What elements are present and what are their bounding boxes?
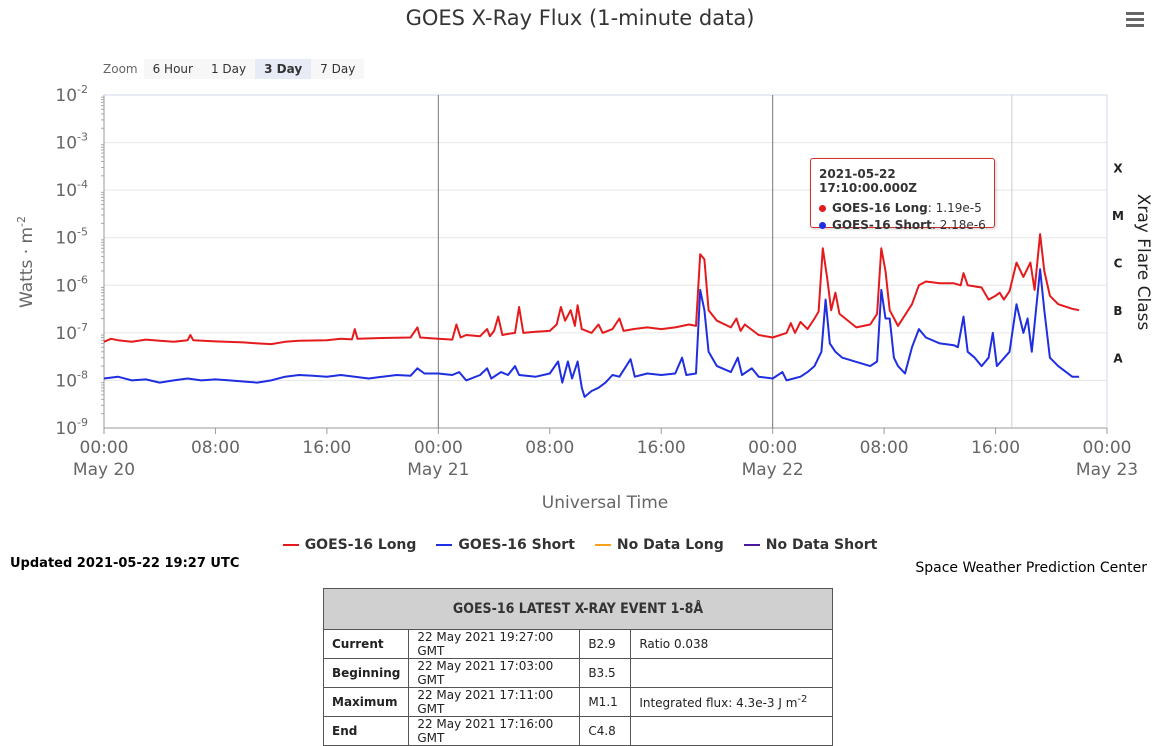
x-tick-date-label: May 21	[407, 460, 469, 480]
event-note-text: Integrated flux: 4.3e-3 J m	[639, 696, 798, 710]
legend-label-no-data-long: No Data Long	[616, 537, 724, 553]
event-note	[630, 716, 833, 746]
event-time: 22 May 2021 17:11:00 GMT	[408, 687, 581, 717]
y-tick-label: 10-9	[55, 416, 88, 439]
x-tick-label: 00:00	[414, 438, 463, 458]
updated-timestamp: Updated 2021-05-22 19:27 UTC	[10, 556, 240, 571]
chart-tooltip: 2021-05-22 17:10:00.000Z GOES-16 Long : …	[810, 158, 995, 232]
y-axis-right-label: Xray Flare Class	[1133, 194, 1153, 331]
zoom-1-day-button[interactable]: 1 Day	[201, 59, 256, 79]
flare-class-c: C	[1114, 257, 1123, 271]
event-note: Ratio 0.038	[630, 629, 833, 659]
event-note	[630, 658, 833, 688]
tooltip-dot-short	[819, 221, 826, 229]
event-time: 22 May 2021 19:27:00 GMT	[408, 629, 581, 659]
legend-swatch-no-data-long	[594, 544, 611, 546]
tooltip-series-long: GOES-16 Long	[832, 201, 928, 215]
zoom-3-day-button[interactable]: 3 Day	[255, 59, 312, 79]
x-tick-label: 00:00	[748, 438, 797, 458]
tooltip-series-short: GOES-16 Short	[832, 218, 932, 232]
legend-swatch-long	[282, 544, 299, 546]
y-tick-label: 10-5	[55, 226, 88, 249]
flare-class-b: B	[1113, 304, 1122, 318]
x-tick-date-label: May 23	[1076, 460, 1138, 480]
event-row-end: End 22 May 2021 17:16:00 GMT C4.8	[322, 716, 833, 746]
event-time: 22 May 2021 17:03:00 GMT	[408, 658, 581, 688]
event-note-text: Ratio 0.038	[639, 637, 709, 651]
legend-item-goes16-long[interactable]: GOES-16 Long	[282, 537, 417, 553]
event-class: B2.9	[579, 629, 632, 659]
y-tick-label: 10-8	[55, 368, 88, 391]
zoom-6-hour-button[interactable]: 6 Hour	[143, 59, 202, 79]
legend-item-no-data-short[interactable]: No Data Short	[743, 537, 878, 553]
tooltip-value-short: : 2.18e-6	[931, 218, 986, 232]
y-axis-label: Watts · m-2	[15, 216, 37, 308]
xray-flux-chart: 10-210-310-410-510-610-710-810-9 00:00Ma…	[15, 83, 1153, 513]
event-row-beginning: Beginning 22 May 2021 17:03:00 GMT B3.5	[322, 658, 833, 688]
latest-xray-event-table: GOES-16 LATEST X-RAY EVENT 1-8Å Current …	[322, 588, 833, 746]
x-tick-label: 16:00	[302, 438, 351, 458]
flare-class-labels: X M C B A	[1112, 161, 1124, 365]
y-axis-ticks: 10-2 10-3 10-4 10-5 10-6 10-7 10-8 10-9	[55, 83, 88, 439]
x-tick-label: 08:00	[860, 438, 909, 458]
flare-class-x: X	[1113, 161, 1123, 175]
event-class: M1.1	[579, 687, 632, 717]
event-label: Current	[322, 629, 410, 659]
legend-label-no-data-short: No Data Short	[765, 537, 878, 553]
event-label: End	[322, 716, 410, 746]
hamburger-menu-icon[interactable]	[1126, 12, 1144, 28]
event-row-maximum: Maximum 22 May 2021 17:11:00 GMT M1.1 In…	[322, 687, 833, 717]
event-note-sup: -2	[797, 694, 808, 705]
event-class: B3.5	[579, 658, 632, 688]
event-table-title: GOES-16 LATEST X-RAY EVENT 1-8Å	[323, 588, 833, 630]
zoom-7-day-button[interactable]: 7 Day	[311, 59, 365, 79]
legend-swatch-short	[436, 544, 453, 546]
event-class: C4.8	[579, 716, 632, 746]
x-tick-date-label: May 20	[73, 460, 135, 480]
flare-class-m: M	[1112, 209, 1124, 223]
x-tick-label: 16:00	[637, 438, 686, 458]
event-row-current: Current 22 May 2021 19:27:00 GMT B2.9 Ra…	[322, 629, 833, 659]
event-table-header: GOES-16 LATEST X-RAY EVENT 1-8Å	[323, 588, 833, 630]
legend-item-no-data-long[interactable]: No Data Long	[594, 537, 724, 553]
legend-swatch-no-data-short	[743, 544, 760, 546]
chart-series	[103, 233, 1080, 398]
x-tick-label: 08:00	[525, 438, 574, 458]
x-axis-label: Universal Time	[542, 493, 668, 513]
tooltip-dot-long	[819, 204, 826, 212]
event-time: 22 May 2021 17:16:00 GMT	[408, 716, 581, 746]
tooltip-row-short: GOES-16 Short : 2.18e-6	[819, 218, 986, 232]
flare-class-a: A	[1113, 352, 1123, 366]
x-tick-label: 00:00	[80, 438, 129, 458]
chart-grid	[101, 94, 1108, 429]
tooltip-value-long: : 1.19e-5	[927, 201, 982, 215]
event-label: Beginning	[322, 658, 410, 688]
y-tick-label: 10-7	[55, 321, 88, 344]
chart-title: GOES X-Ray Flux (1-minute data)	[405, 6, 755, 30]
event-label: Maximum	[322, 687, 410, 717]
x-tick-label: 16:00	[971, 438, 1020, 458]
series-line-goes16-long	[103, 233, 1080, 346]
x-tick-label: 00:00	[1083, 438, 1132, 458]
series-line-goes16-short	[103, 268, 1080, 398]
tooltip-row-long: GOES-16 Long : 1.19e-5	[819, 201, 986, 215]
tooltip-time: 2021-05-22 17:10:00.000Z	[819, 167, 918, 195]
credit-text: Space Weather Prediction Center	[915, 560, 1147, 576]
zoom-controls: Zoom 6 Hour 1 Day 3 Day 7 Day	[103, 58, 365, 80]
legend-label-long: GOES-16 Long	[304, 537, 417, 553]
y-tick-label: 10-4	[55, 178, 88, 201]
y-tick-label: 10-2	[55, 83, 88, 106]
x-tick-label: 08:00	[191, 438, 240, 458]
y-tick-label: 10-6	[55, 273, 88, 296]
x-tick-date-label: May 22	[742, 460, 804, 480]
legend-label-short: GOES-16 Short	[458, 537, 575, 553]
chart-legend: GOES-16 Long GOES-16 Short No Data Long …	[0, 537, 1160, 553]
zoom-label: Zoom	[103, 62, 138, 76]
y-tick-label: 10-3	[55, 131, 88, 154]
legend-item-goes16-short[interactable]: GOES-16 Short	[436, 537, 575, 553]
event-note: Integrated flux: 4.3e-3 J m-2	[630, 687, 833, 717]
